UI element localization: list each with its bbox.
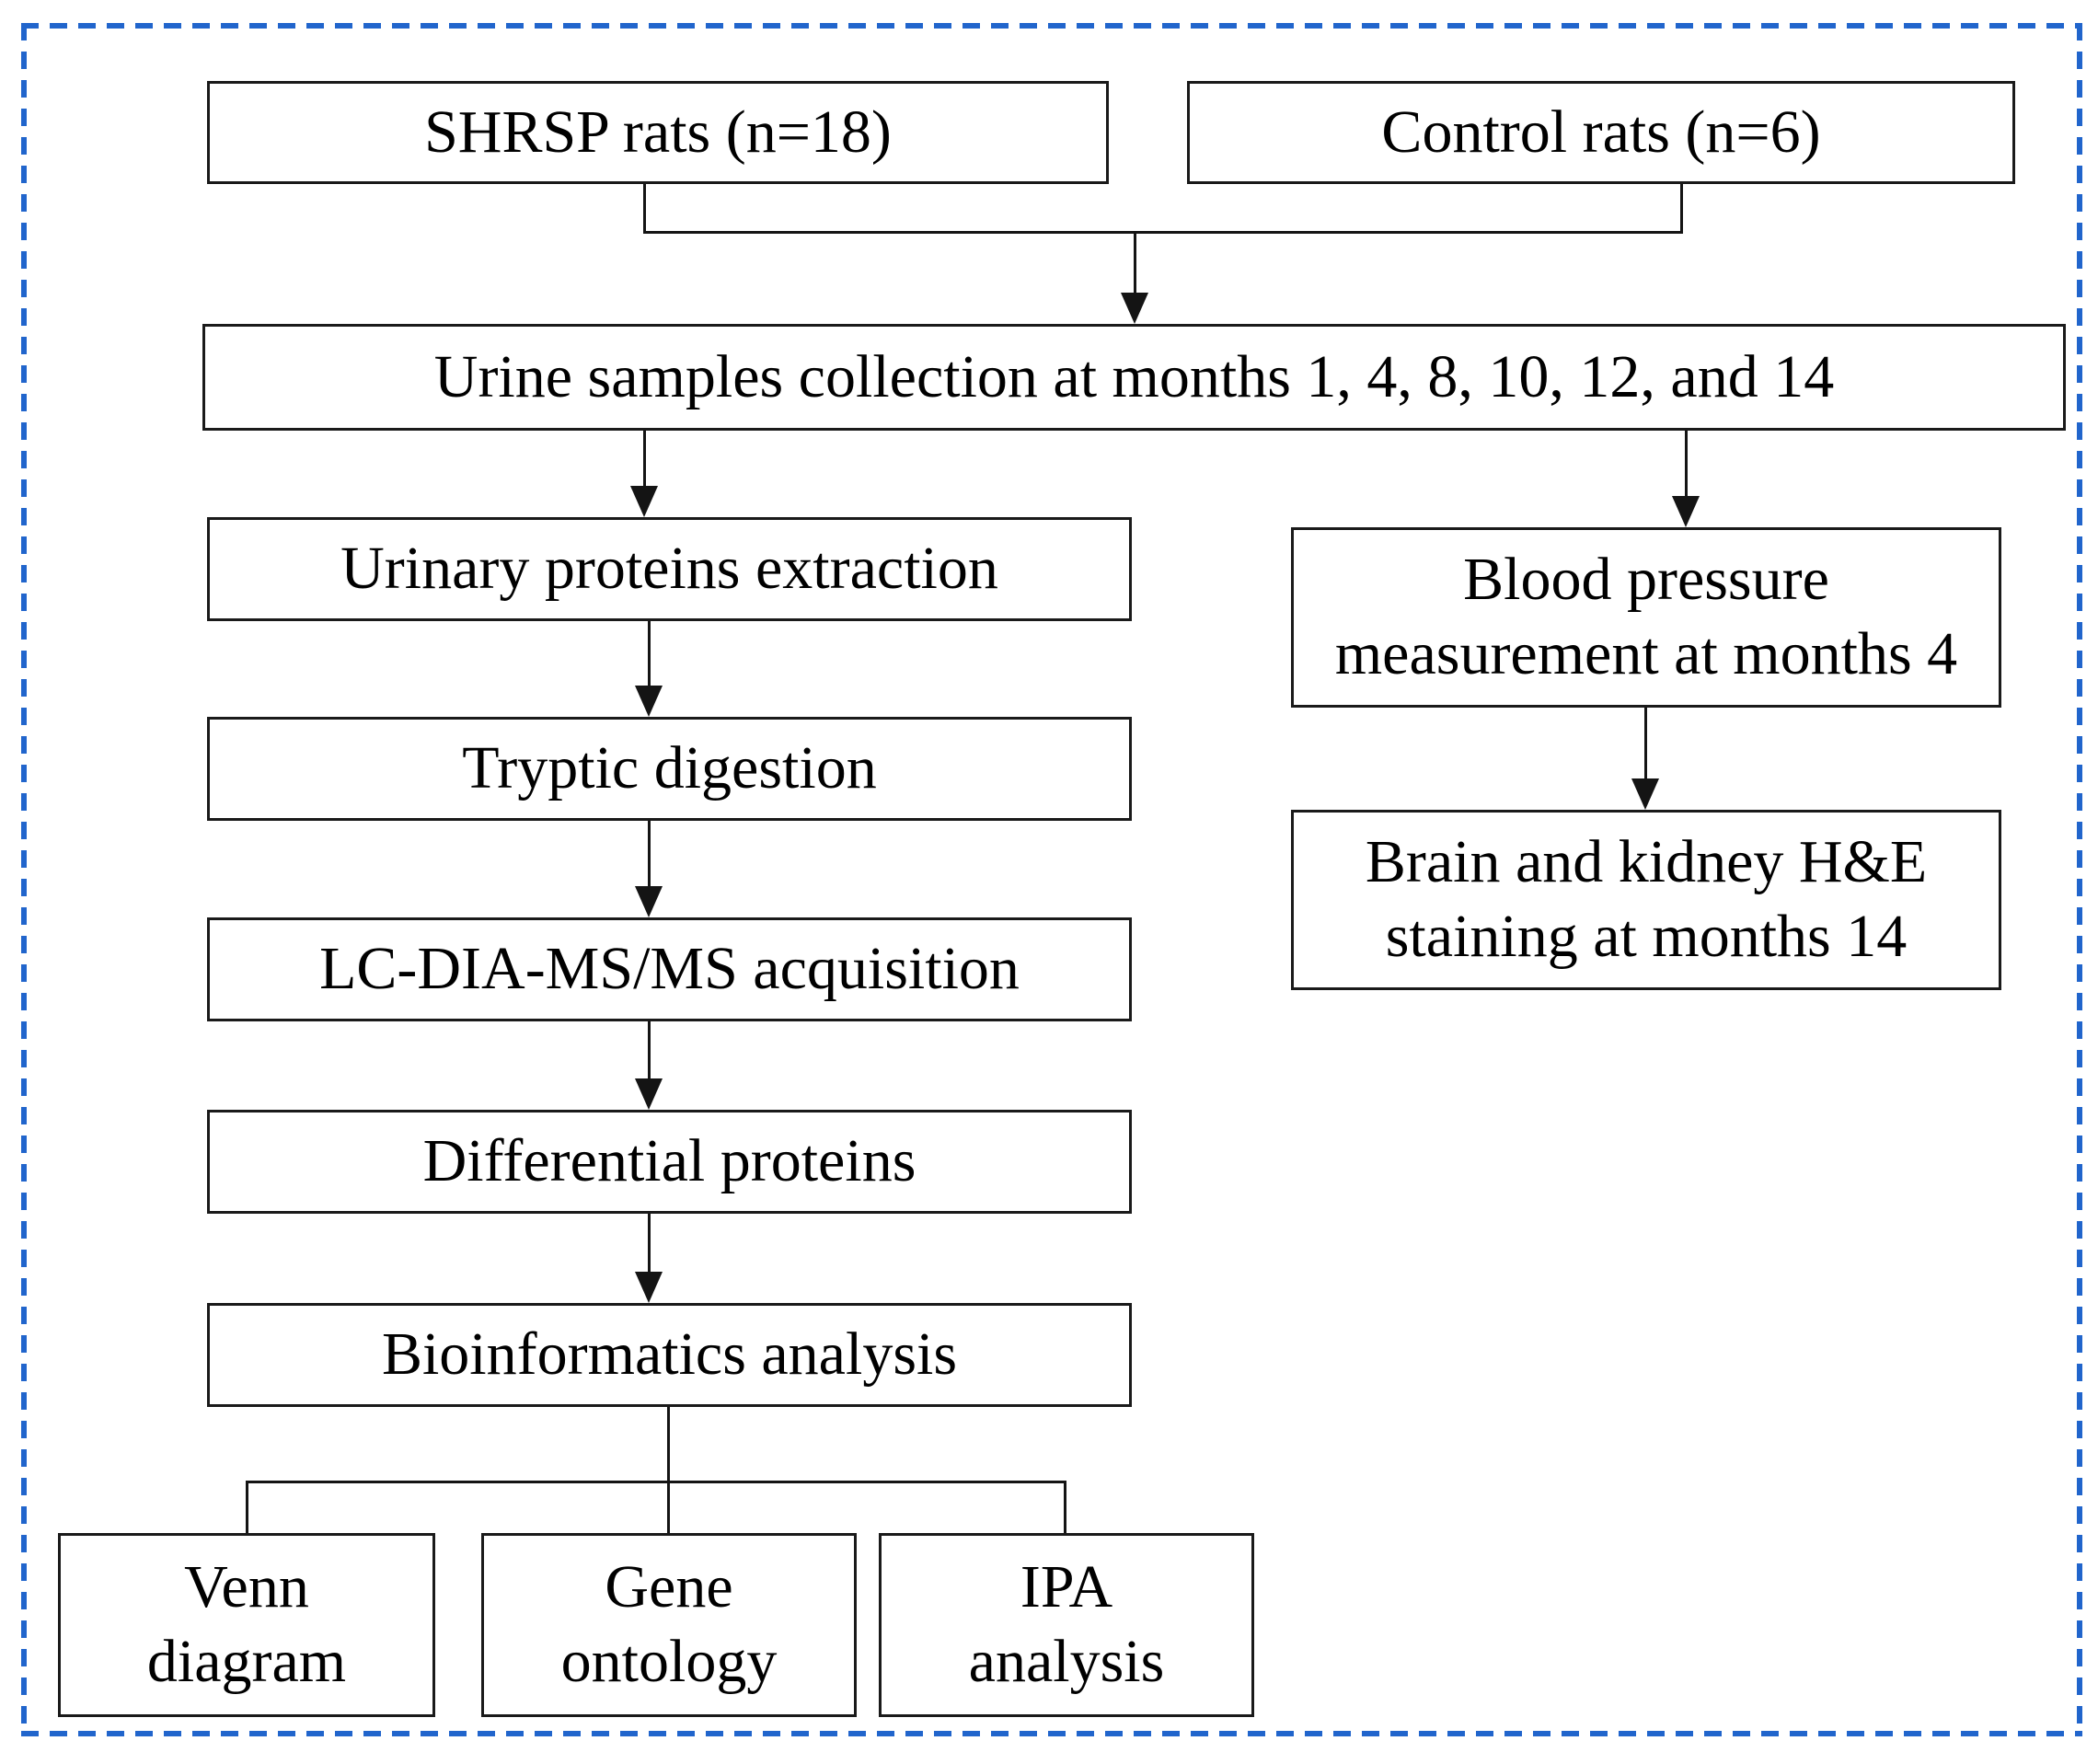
connector-merge-stem <box>1134 231 1136 295</box>
arrowhead-to-urinary-extraction <box>630 486 658 517</box>
box-urine-collection-label: Urine samples collection at months 1, 4,… <box>433 342 1835 410</box>
box-shrsp-rats-label: SHRSP rats (n=18) <box>424 98 892 166</box>
box-venn-diagram: Venn diagram <box>58 1533 435 1717</box>
box-control-rats-label: Control rats (n=6) <box>1381 98 1821 166</box>
connector-to-ipa <box>1064 1481 1066 1533</box>
box-gene-ontology-line1: Gene <box>605 1553 733 1621</box>
box-blood-pressure: Blood pressure measurement at months 4 <box>1291 527 2001 708</box>
arrowhead-to-differential-proteins <box>635 1078 663 1110</box>
dashed-frame-right <box>2077 23 2082 1736</box>
box-ipa-analysis: IPA analysis <box>879 1533 1254 1717</box>
connector-differential-to-bioinformatics <box>648 1214 651 1273</box>
box-gene-ontology-line2: ontology <box>560 1628 778 1695</box>
box-urinary-extraction-label: Urinary proteins extraction <box>340 535 998 603</box>
connector-merge-bar <box>643 231 1683 234</box>
arrowhead-to-lc-dia-ms <box>635 886 663 917</box>
box-differential-proteins: Differential proteins <box>207 1110 1132 1214</box>
box-shrsp-rats: SHRSP rats (n=18) <box>207 81 1109 184</box>
box-urinary-extraction: Urinary proteins extraction <box>207 517 1132 621</box>
box-ipa-analysis-line1: IPA <box>1020 1553 1113 1621</box>
dashed-frame-top <box>21 23 2082 29</box>
dashed-frame-left <box>21 23 27 1736</box>
box-tryptic-digestion: Tryptic digestion <box>207 717 1132 821</box>
connector-urine-left-stem <box>643 431 646 490</box>
box-brain-kidney-staining-line2: staining at months 14 <box>1385 903 1908 970</box>
connector-to-venn <box>246 1481 248 1533</box>
connector-extraction-to-digestion <box>648 621 651 687</box>
box-bioinformatics-analysis: Bioinformatics analysis <box>207 1303 1132 1407</box>
box-brain-kidney-staining: Brain and kidney H&E staining at months … <box>1291 810 2001 990</box>
box-ipa-analysis-line2: analysis <box>968 1628 1165 1695</box>
box-urine-collection: Urine samples collection at months 1, 4,… <box>202 324 2066 431</box>
connector-digestion-to-acquisition <box>648 821 651 887</box>
arrowhead-to-blood-pressure <box>1672 496 1700 527</box>
box-differential-proteins-label: Differential proteins <box>422 1127 916 1195</box>
box-brain-kidney-staining-line1: Brain and kidney H&E <box>1365 828 1928 896</box>
arrowhead-to-brain-kidney <box>1631 778 1659 810</box>
connector-bioinformatics-stub <box>667 1407 670 1483</box>
box-bioinformatics-analysis-label: Bioinformatics analysis <box>381 1320 958 1389</box>
arrowhead-to-bioinformatics <box>635 1272 663 1303</box>
connector-bp-to-staining <box>1644 708 1647 780</box>
connector-shrsp-drop <box>643 184 646 234</box>
box-venn-diagram-line2: diagram <box>146 1628 347 1695</box>
connector-urine-right-stem <box>1685 431 1688 500</box>
connector-split-bar <box>246 1481 1066 1483</box>
box-tryptic-digestion-label: Tryptic digestion <box>462 734 877 802</box>
box-lc-dia-ms-acquisition-label: LC-DIA-MS/MS acquisition <box>319 935 1020 1003</box>
box-control-rats: Control rats (n=6) <box>1187 81 2015 184</box>
box-blood-pressure-line2: measurement at months 4 <box>1334 620 1958 687</box>
box-blood-pressure-line1: Blood pressure <box>1463 546 1829 614</box>
box-venn-diagram-line1: Venn <box>184 1553 309 1621</box>
arrowhead-to-tryptic-digestion <box>635 686 663 717</box>
connector-control-drop <box>1680 184 1683 234</box>
box-gene-ontology: Gene ontology <box>481 1533 857 1717</box>
arrowhead-to-urine <box>1121 293 1148 324</box>
dashed-frame-bottom <box>21 1731 2082 1736</box>
connector-to-gene-ontology <box>667 1481 670 1533</box>
box-lc-dia-ms-acquisition: LC-DIA-MS/MS acquisition <box>207 917 1132 1021</box>
connector-acquisition-to-differential <box>648 1021 651 1080</box>
